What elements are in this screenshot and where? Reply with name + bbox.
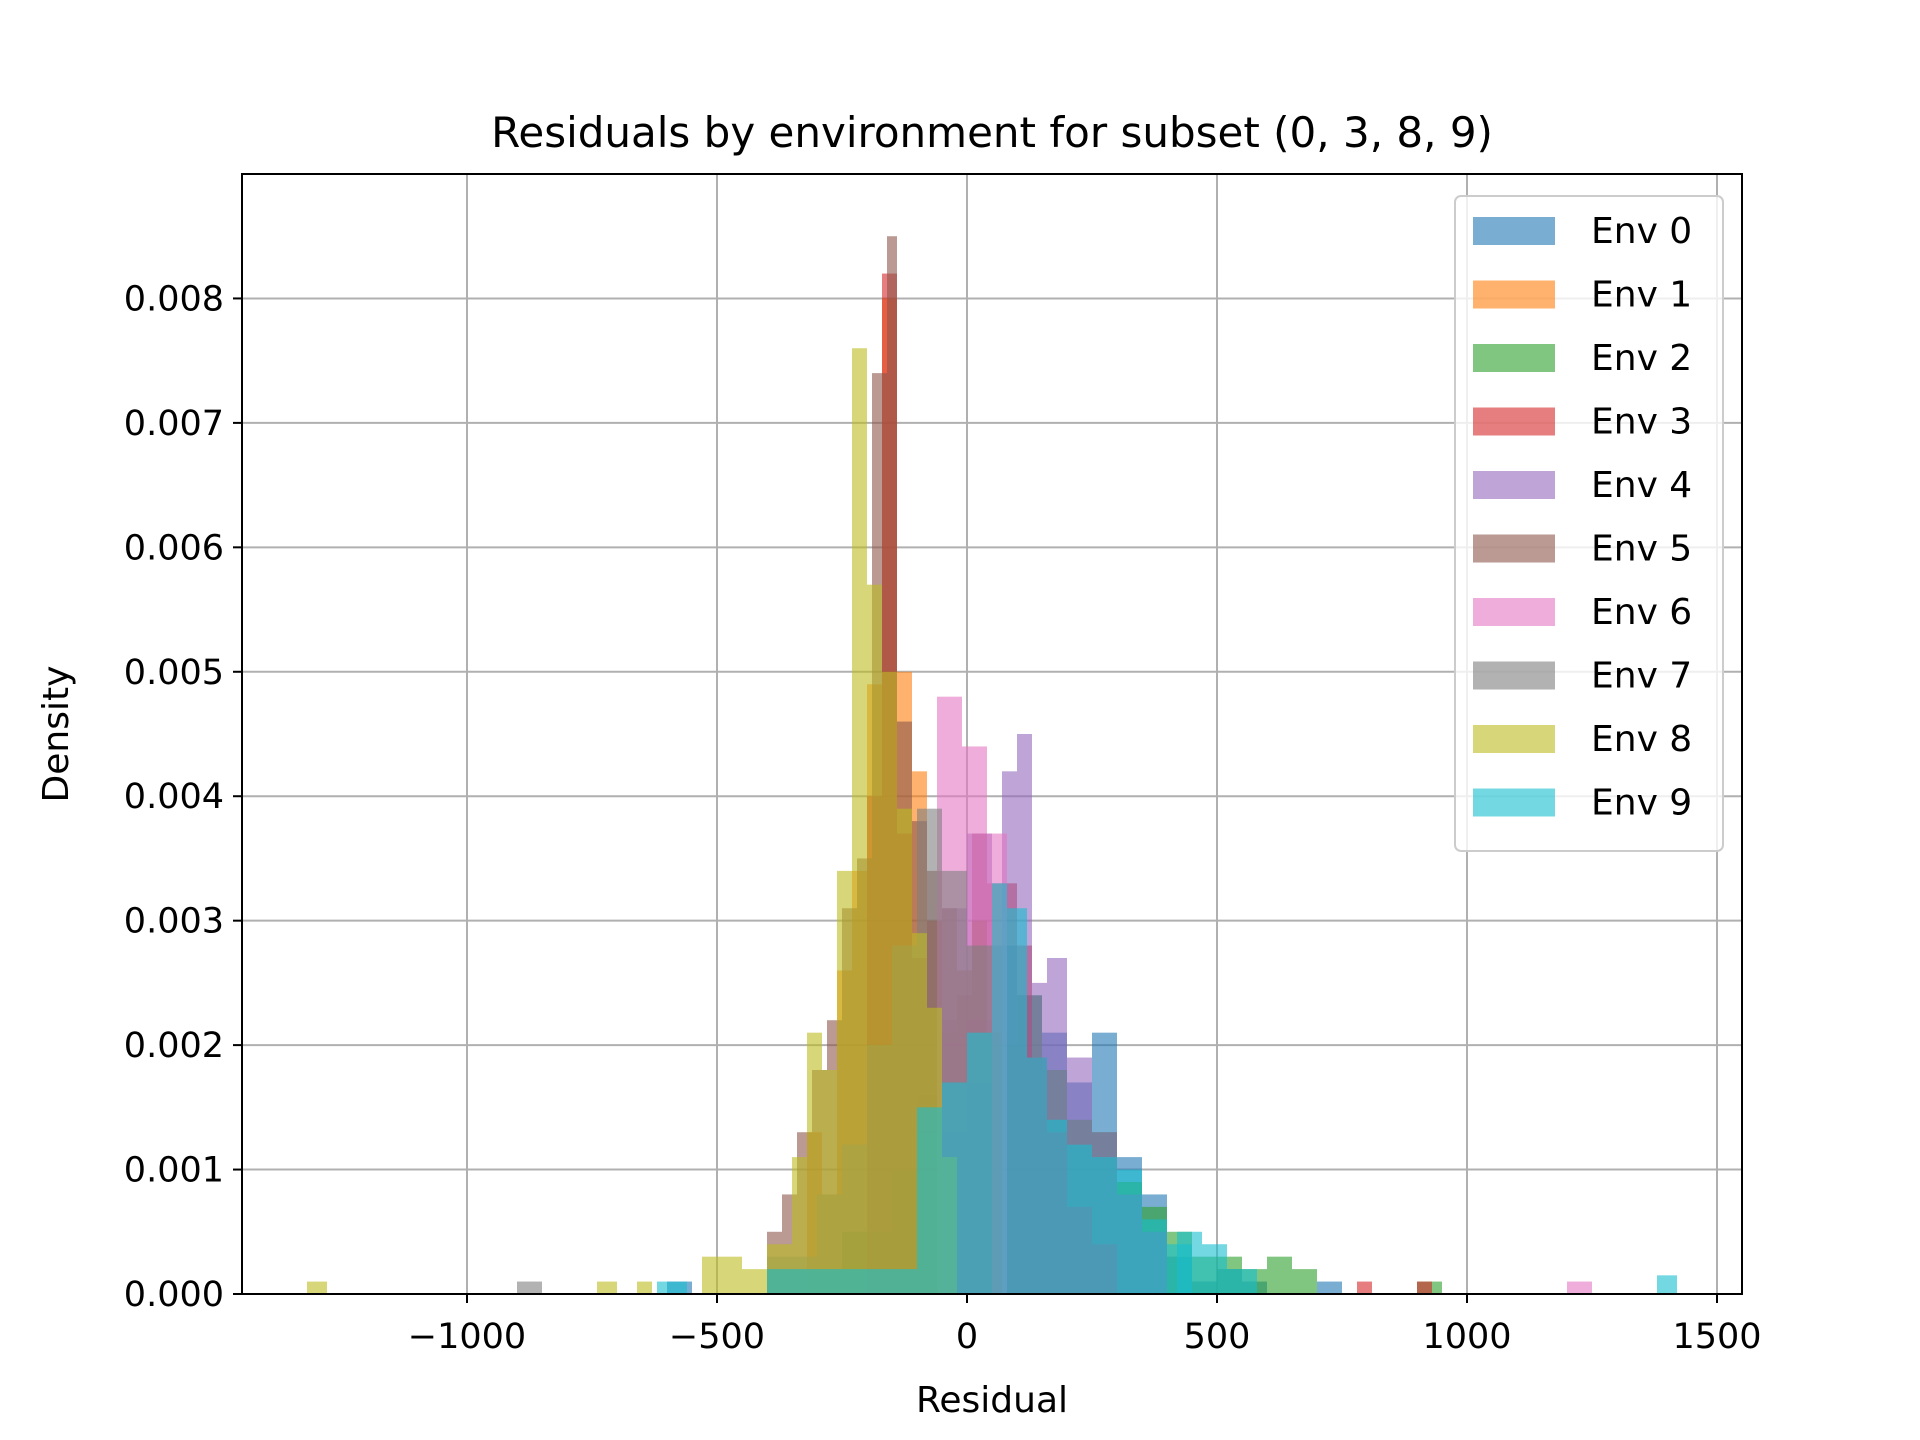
histogram-bar	[1142, 1219, 1167, 1294]
series-env-9	[657, 883, 1677, 1294]
legend-label: Env 3	[1591, 402, 1692, 443]
histogram-bar	[597, 1281, 617, 1294]
histogram-bar	[1292, 1269, 1317, 1294]
legend-swatch	[1473, 788, 1555, 817]
y-tick-label: 0.003	[124, 902, 224, 942]
histogram-bar	[742, 1269, 767, 1294]
legend-label: Env 9	[1591, 783, 1692, 824]
histogram-bar	[1027, 1057, 1047, 1294]
legend-item: Env 7	[1473, 656, 1692, 697]
legend-item: Env 5	[1473, 529, 1692, 570]
y-axis-ticks: 0.000 0.001 0.002 0.003 0.004 0.005 0.006 0.007…	[124, 279, 242, 1315]
histogram-bar	[792, 1157, 807, 1294]
legend-swatch	[1473, 407, 1555, 436]
x-tick-label: −500	[669, 1317, 765, 1357]
histogram-bar	[917, 1107, 942, 1294]
legend-item: Env 9	[1473, 783, 1692, 824]
histogram-bar	[1047, 1119, 1067, 1294]
histogram-bar	[767, 1269, 917, 1294]
histogram-bar	[1417, 1281, 1432, 1294]
histogram-bar	[882, 671, 897, 1294]
y-tick-label: 0.007	[124, 404, 224, 444]
histogram-bar	[702, 1256, 742, 1294]
histogram-bar	[637, 1281, 652, 1294]
histogram-bar	[1007, 908, 1027, 1294]
histogram-bar	[942, 1082, 967, 1294]
histogram-bar	[1657, 1275, 1677, 1294]
legend-item: Env 1	[1473, 275, 1692, 316]
histogram-bar	[1202, 1244, 1227, 1294]
y-tick-label: 0.005	[124, 653, 224, 693]
histogram-bars	[307, 236, 1677, 1295]
legend-label: Env 6	[1591, 592, 1692, 633]
histogram-bar	[1227, 1269, 1257, 1294]
legend-label: Env 4	[1591, 465, 1692, 506]
legend-item: Env 2	[1473, 338, 1692, 379]
legend-item: Env 4	[1473, 465, 1692, 506]
x-axis-ticks: −1000 −500 0 500 1000 1500	[408, 1294, 1762, 1357]
legend-swatch	[1473, 725, 1555, 753]
histogram-bar	[992, 883, 1007, 1294]
legend-label: Env 8	[1591, 719, 1692, 760]
legend-label: Env 7	[1591, 656, 1692, 697]
y-tick-label: 0.006	[124, 528, 224, 568]
histogram-bar	[307, 1281, 327, 1294]
x-axis-label: Residual	[916, 1380, 1068, 1421]
x-tick-label: 1000	[1422, 1317, 1511, 1357]
legend-swatch	[1473, 661, 1555, 690]
histogram-bar	[807, 1032, 822, 1294]
legend-item: Env 8	[1473, 719, 1692, 760]
y-tick-label: 0.008	[124, 279, 224, 319]
legend-item: Env 6	[1473, 592, 1692, 633]
x-tick-label: −1000	[408, 1317, 526, 1357]
histogram-bar	[1092, 1157, 1117, 1294]
histogram-bar	[1177, 1231, 1202, 1294]
legend-swatch	[1473, 280, 1555, 309]
chart-title: Residuals by environment for subset (0, …	[491, 108, 1493, 157]
y-tick-label: 0.004	[124, 777, 224, 817]
legend-swatch	[1473, 217, 1555, 245]
y-tick-label: 0.000	[124, 1275, 224, 1315]
y-tick-label: 0.002	[124, 1026, 224, 1066]
x-tick-label: 1500	[1672, 1317, 1761, 1357]
legend-swatch	[1473, 344, 1555, 372]
histogram-bar	[517, 1281, 542, 1294]
histogram-bar	[967, 1032, 992, 1294]
legend-label: Env 2	[1591, 338, 1692, 379]
x-tick-label: 0	[956, 1317, 978, 1357]
histogram-bar	[897, 808, 912, 1294]
histogram-bar	[867, 584, 882, 1294]
histogram-bar	[1067, 1144, 1092, 1294]
histogram-bar	[1357, 1281, 1372, 1294]
histogram-bar	[1117, 1169, 1142, 1294]
histogram-bar	[1317, 1281, 1342, 1294]
histogram-bar	[822, 1070, 837, 1294]
histogram-bar	[1267, 1256, 1292, 1294]
histogram-bar	[852, 348, 867, 1294]
histogram-bar	[837, 870, 852, 1294]
legend-swatch	[1473, 598, 1555, 626]
legend-item: Env 3	[1473, 402, 1692, 443]
legend-swatch	[1473, 471, 1555, 499]
histogram-bar	[1567, 1281, 1592, 1294]
legend-label: Env 0	[1591, 211, 1692, 252]
y-axis-label: Density	[36, 666, 77, 803]
legend: Env 0 Env 1 Env 2 Env 3 Env 4 Env 5 Env 6 Env 7…	[1454, 195, 1724, 852]
series-env-8	[307, 348, 957, 1294]
histogram-bar	[657, 1281, 687, 1294]
legend-item: Env 0	[1473, 211, 1692, 252]
y-tick-label: 0.001	[124, 1151, 224, 1191]
plot-area-frame	[241, 173, 1743, 1295]
legend-label: Env 1	[1591, 275, 1692, 316]
legend-swatch	[1473, 534, 1555, 563]
x-tick-label: 500	[1184, 1317, 1251, 1357]
legend-label: Env 5	[1591, 529, 1692, 570]
